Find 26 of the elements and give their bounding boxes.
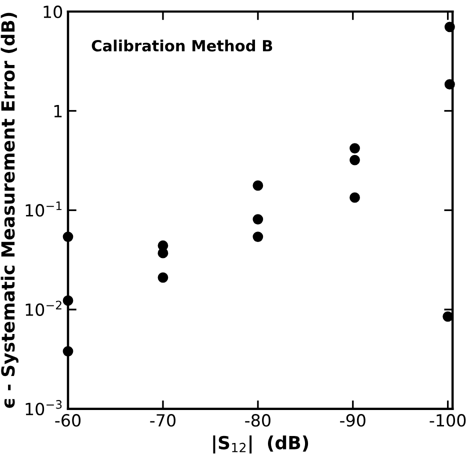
- point: [444, 79, 455, 90]
- point: [158, 248, 168, 258]
- point: [62, 295, 74, 306]
- y-tick-label: 10$^{−3}$: [26, 400, 62, 416]
- point: [252, 232, 264, 242]
- x-tick-label: -100: [430, 414, 466, 427]
- x-tick-label: -80: [245, 414, 270, 427]
- x-axis-title: |S$_{12}$| (dB): [213, 435, 308, 454]
- y-tick-label: 10$^{−2}$: [26, 300, 62, 316]
- y-axis-title: ϵ - Systematic Measurement Error (dB): [0, 12, 18, 408]
- point: [158, 272, 168, 283]
- x-tick-label: -60: [55, 414, 81, 427]
- x-tick-label: -90: [340, 414, 366, 427]
- x-tick-label: -70: [150, 414, 176, 427]
- annotation: Calibration Method B: [92, 40, 272, 52]
- point: [62, 346, 74, 356]
- point: [350, 192, 360, 203]
- y-tick-label: 10$^{−1}$: [26, 202, 62, 217]
- point: [252, 180, 264, 191]
- point: [444, 22, 455, 32]
- point: [62, 232, 74, 242]
- y-tick-label: 1: [54, 105, 62, 118]
- point: [252, 214, 264, 224]
- y-tick-label: 10: [44, 6, 62, 18]
- point: [350, 143, 360, 154]
- point: [350, 154, 360, 166]
